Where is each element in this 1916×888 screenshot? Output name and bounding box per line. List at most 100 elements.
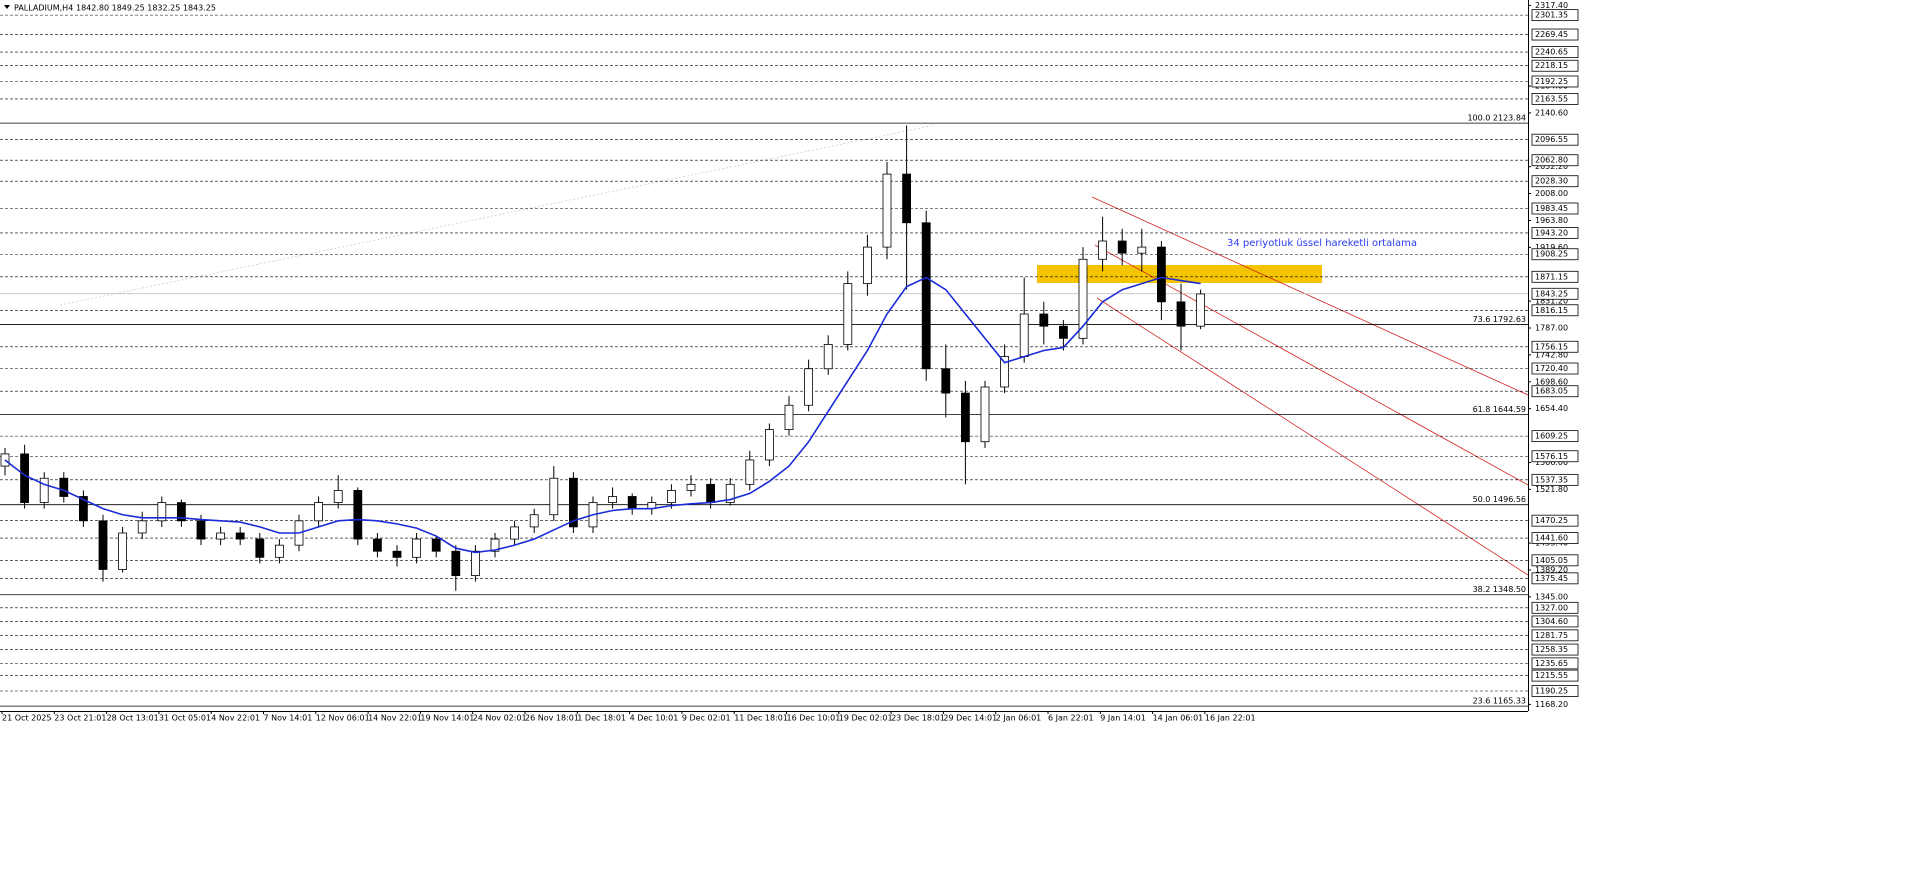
- level-label: 1683.05: [1535, 387, 1568, 396]
- level-box: [1531, 28, 1579, 41]
- level-label: 2096.55: [1535, 135, 1568, 144]
- x-tick-label: 4 Dec 10:01: [630, 714, 679, 723]
- level-label: 1441.60: [1535, 534, 1568, 543]
- candle-body: [235, 532, 245, 540]
- level-box: [1531, 46, 1579, 58]
- x-tick-label: 23 Oct 21:01: [54, 714, 106, 723]
- level-label: 1908.25: [1535, 250, 1568, 259]
- candle-body: [921, 222, 931, 370]
- level-label: 1190.25: [1535, 686, 1568, 695]
- level-label: 2218.15: [1535, 61, 1568, 70]
- candle-body: [765, 429, 774, 461]
- candle-body: [412, 538, 422, 558]
- y-tick-label: 1919.60: [1535, 243, 1568, 252]
- candle-body: [372, 538, 382, 552]
- y-tick-label: 1698.60: [1535, 377, 1568, 386]
- candle-body: [1137, 246, 1147, 254]
- level-box: [1531, 669, 1579, 682]
- fib-label: 73.6 1792.63: [1473, 315, 1526, 324]
- x-tick-label: 26 Nov 18:01: [525, 714, 579, 723]
- level-box: [1531, 154, 1579, 167]
- candle-body: [706, 483, 715, 503]
- level-box: [1531, 75, 1579, 88]
- fib-label: 50.0 1496.56: [1473, 495, 1526, 504]
- ema-line: [4, 276, 1201, 554]
- current-price-box: [1531, 287, 1579, 300]
- candle-body: [510, 526, 520, 540]
- level-box: [1531, 93, 1579, 105]
- y-tick-label: 1168.20: [1535, 700, 1568, 709]
- level-box: [1531, 643, 1579, 656]
- candle-body: [804, 368, 813, 406]
- candle-body: [314, 502, 324, 522]
- ohlc-label: 1842.80 1849.25 1832.25 1843.25: [76, 4, 216, 13]
- fib-label: 100.0 2123.84: [1467, 114, 1526, 123]
- y-tick-label: 1654.40: [1535, 404, 1568, 413]
- level-label: 2240.65: [1535, 48, 1568, 57]
- level-box: [1531, 615, 1579, 628]
- level-label: 1537.35: [1535, 475, 1568, 484]
- x-tick-label: 14 Jan 06:01: [1153, 714, 1204, 723]
- level-label: 1304.60: [1535, 617, 1568, 626]
- menu-arrow[interactable]: [4, 5, 10, 9]
- candle-body: [608, 496, 617, 503]
- candle-body: [686, 483, 696, 491]
- candle-body: [843, 283, 853, 345]
- candle-body: [274, 544, 284, 558]
- candle-body: [98, 520, 108, 570]
- level-box: [1531, 59, 1579, 72]
- level-label: 1816.15: [1535, 306, 1568, 315]
- candle-body: [1039, 313, 1049, 327]
- candle-body: [216, 532, 226, 540]
- x-tick-label: 11 Dec 18:01: [734, 714, 788, 723]
- candle-body: [353, 490, 363, 540]
- level-box: [1531, 175, 1579, 188]
- level-label: 2163.55: [1535, 94, 1568, 103]
- x-tick-label: 4 Nov 22:01: [211, 714, 260, 723]
- y-tick-label: 1831.20: [1535, 297, 1568, 306]
- x-tick-label: 6 Jan 22:01: [1048, 714, 1094, 723]
- y-tick-label: 1787.00: [1535, 323, 1568, 332]
- candle-body: [59, 477, 69, 497]
- level-label: 2301.35: [1535, 11, 1568, 20]
- candle-body: [863, 246, 872, 284]
- candle-body: [118, 532, 127, 570]
- channel-upper: [1091, 196, 1529, 396]
- candle-body: [137, 520, 147, 534]
- candle-body: [1019, 313, 1029, 357]
- candle-body: [784, 404, 794, 430]
- level-box: [1531, 227, 1579, 239]
- candle-body: [451, 550, 461, 576]
- level-label: 1375.45: [1535, 574, 1568, 583]
- trend-line: [59, 124, 936, 306]
- x-tick-label: 12 Nov 06:01: [316, 714, 370, 723]
- candle-body: [196, 520, 206, 540]
- level-box: [1531, 270, 1579, 283]
- candle-body: [333, 490, 343, 503]
- level-label: 1943.20: [1535, 228, 1568, 237]
- level-label: 2192.25: [1535, 77, 1568, 86]
- candle-body: [255, 538, 265, 558]
- x-tick-label: 14 Nov 22:01: [368, 714, 422, 723]
- y-tick-label: 2140.60: [1535, 108, 1568, 117]
- x-tick-label: 23 Dec 18:01: [891, 714, 945, 723]
- y-tick-label: 1963.80: [1535, 216, 1568, 225]
- candle-body: [1000, 356, 1009, 388]
- level-label: 1281.75: [1535, 631, 1568, 640]
- candle-body: [470, 550, 480, 576]
- level-box: [1531, 362, 1579, 375]
- candle-body: [725, 483, 735, 503]
- x-tick-label: 16 Dec 10:01: [787, 714, 841, 723]
- fib-label: 23.6 1165.33: [1473, 697, 1526, 706]
- candle-body: [961, 392, 970, 443]
- candle-body: [667, 490, 676, 503]
- level-box: [1531, 9, 1579, 22]
- ema-annotation: 34 periyotluk üssel hareketli ortalama: [1227, 238, 1417, 249]
- x-tick-label: 9 Jan 14:01: [1100, 714, 1146, 723]
- y-tick-label: 1742.80: [1535, 350, 1568, 359]
- x-tick-label: 9 Dec 02:01: [682, 714, 731, 723]
- level-label: 1576.15: [1535, 452, 1568, 461]
- candle-body: [1196, 293, 1205, 327]
